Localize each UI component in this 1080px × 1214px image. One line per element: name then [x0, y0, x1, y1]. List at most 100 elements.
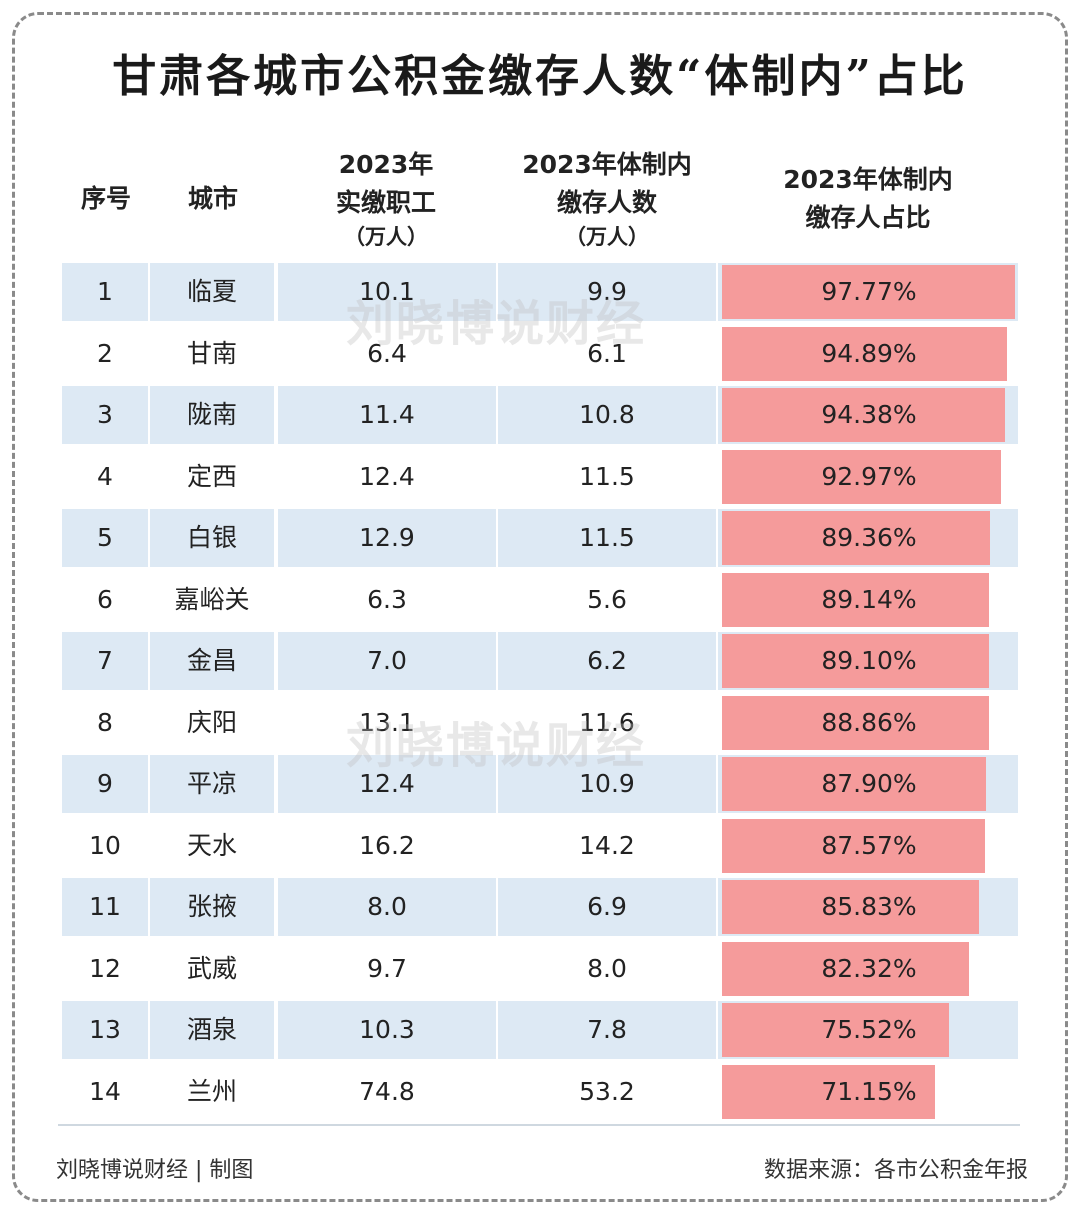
table-row: 6 嘉峪关 6.3 5.6 89.14%: [62, 571, 1018, 629]
cell-share: 89.14%: [821, 584, 917, 614]
row-shade: [498, 263, 716, 321]
cell-city: 定西: [186, 461, 237, 491]
table-row: 3 陇南 11.4 10.8 94.38%: [62, 386, 1018, 444]
share-bar: [722, 572, 990, 627]
share-bar: [722, 511, 991, 565]
cell-workers: 8.0: [367, 892, 407, 921]
cell-gov: 10.9: [579, 769, 635, 798]
cell-index: 9: [97, 769, 113, 798]
cell-gov: 6.2: [587, 646, 627, 675]
cell-gov: 11.5: [579, 461, 635, 491]
cell-index: 2: [97, 338, 113, 368]
cell-workers: 10.1: [359, 277, 415, 306]
cell-index: 13: [89, 1015, 121, 1044]
header-share-line1: 2023年体制内: [783, 165, 953, 194]
header-index: 序号: [62, 140, 150, 258]
share-bar: [722, 634, 990, 688]
cell-index: 6: [97, 584, 113, 614]
cell-city: 张掖: [186, 892, 237, 921]
header-city-label: 城市: [187, 184, 238, 213]
table-row: 7 金昌 7.0 6.2 89.10%: [62, 632, 1018, 690]
table-row: 9 平凉 12.4 10.9 87.90%: [62, 755, 1018, 813]
share-bar: [722, 941, 969, 996]
cell-gov: 11.6: [579, 707, 635, 737]
cell-gov: 9.9: [587, 277, 627, 306]
cell-workers: 13.1: [359, 707, 415, 737]
row-shade: [150, 263, 274, 321]
header-share: 2023年体制内 缴存人占比: [718, 140, 1018, 258]
share-bar: [722, 388, 1006, 442]
cell-city: 白银: [186, 523, 237, 552]
share-bar: [722, 880, 980, 934]
table-bottom-rule: [58, 1124, 1020, 1126]
row-shade: [150, 632, 274, 690]
header-gov-line2: 缴存人数: [556, 188, 657, 217]
footer-credit: 刘晓博说财经 | 制图: [56, 1158, 254, 1183]
cell-workers: 11.4: [359, 400, 415, 429]
cell-gov: 10.8: [579, 400, 635, 429]
row-shade: [278, 509, 496, 567]
cell-city: 酒泉: [186, 1015, 237, 1044]
cell-workers: 12.4: [359, 461, 415, 491]
row-shade: [498, 1001, 716, 1059]
header-city: 城市: [150, 140, 276, 258]
table-row: 13 酒泉 10.3 7.8 75.52%: [62, 1001, 1018, 1059]
cell-workers: 9.7: [367, 953, 407, 983]
table-row: 5 白银 12.9 11.5 89.36%: [62, 509, 1018, 567]
share-bar: [722, 1003, 949, 1057]
cell-share: 82.32%: [821, 953, 917, 983]
cell-index: 12: [89, 953, 121, 983]
cell-index: 3: [97, 400, 113, 429]
table-row: 14 兰州 74.8 53.2 71.15%: [62, 1063, 1018, 1121]
row-shade: [498, 755, 716, 813]
cell-city: 临夏: [186, 277, 237, 306]
cell-share: 85.83%: [821, 892, 917, 921]
row-shade: [62, 509, 148, 567]
row-shade: [62, 1001, 148, 1059]
row-shade: [62, 632, 148, 690]
share-bar: [722, 449, 1001, 504]
cell-gov: 7.8: [587, 1015, 627, 1044]
header-workers-line1: 2023年: [338, 150, 434, 179]
share-bar: [722, 1064, 936, 1119]
table-row: 8 庆阳 13.1 11.6 88.86%: [62, 694, 1018, 752]
cell-share: 87.57%: [821, 830, 917, 860]
row-shade: [150, 386, 274, 444]
table-row: 2 甘南 6.4 6.1 94.89%: [62, 325, 1018, 383]
share-bar: [722, 265, 1016, 319]
row-shade: [498, 509, 716, 567]
cell-share: 92.97%: [821, 461, 917, 491]
share-bar: [722, 757, 986, 811]
header-gov: 2023年体制内 缴存人数 （万人）: [496, 140, 718, 258]
header-index-label: 序号: [80, 184, 131, 213]
cell-share: 94.38%: [821, 400, 917, 429]
row-shade: [498, 386, 716, 444]
cell-index: 14: [89, 1076, 121, 1106]
cell-workers: 6.3: [367, 584, 407, 614]
table-row: 12 武威 9.7 8.0 82.32%: [62, 940, 1018, 998]
table-row: 10 天水 16.2 14.2 87.57%: [62, 817, 1018, 875]
table-row: 1 临夏 10.1 9.9 97.77%: [62, 263, 1018, 321]
cell-workers: 16.2: [359, 830, 415, 860]
header-gov-unit: （万人）: [565, 225, 649, 249]
row-shade: [150, 1001, 274, 1059]
cell-share: 87.90%: [821, 769, 917, 798]
row-shade: [62, 878, 148, 936]
cell-city: 庆阳: [186, 707, 237, 737]
header-share-line2: 缴存人占比: [805, 203, 931, 232]
cell-share: 97.77%: [821, 277, 917, 306]
cell-city: 天水: [186, 830, 237, 860]
row-shade: [150, 509, 274, 567]
dashed-frame: [12, 12, 1068, 1202]
cell-share: 94.89%: [821, 338, 917, 368]
row-shade: [278, 386, 496, 444]
cell-city: 嘉峪关: [174, 584, 250, 614]
row-shade: [278, 878, 496, 936]
cell-index: 4: [97, 461, 113, 491]
header-workers: 2023年 实缴职工 （万人）: [276, 140, 496, 258]
footer-source: 数据来源：各市公积金年报: [763, 1158, 1028, 1183]
cell-index: 8: [97, 707, 113, 737]
row-shade: [498, 878, 716, 936]
row-shade: [62, 263, 148, 321]
cell-workers: 6.4: [367, 338, 407, 368]
